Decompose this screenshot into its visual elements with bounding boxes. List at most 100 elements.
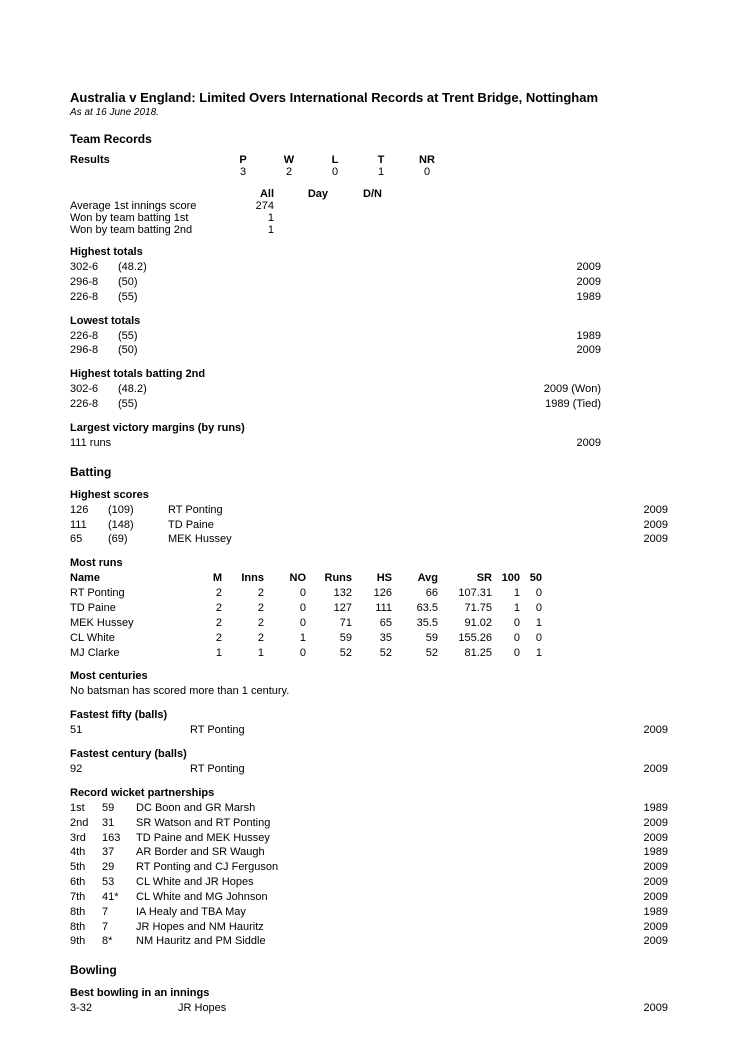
best-bowling-row: 3-32JR Hopes2009 xyxy=(70,1001,676,1016)
val-w: 2 xyxy=(266,166,312,178)
pw-wkt: 7th xyxy=(70,890,102,905)
victory-row: 111 runs2009 xyxy=(70,436,676,451)
mr-50: 0 xyxy=(520,601,542,616)
pw-runs: 31 xyxy=(102,816,136,831)
col-100: 100 xyxy=(492,571,520,586)
col-p: P xyxy=(220,154,266,166)
pw-names: CL White and MG Johnson xyxy=(136,890,618,905)
mr-avg: 66 xyxy=(392,586,438,601)
pw-runs: 163 xyxy=(102,831,136,846)
mr-no: 0 xyxy=(264,601,306,616)
mr-100: 0 xyxy=(492,631,520,646)
bb-fig: 3-32 xyxy=(70,1001,178,1016)
section-team-records: Team Records xyxy=(70,132,676,146)
pw-year: 2009 xyxy=(618,934,676,949)
pw-wkt: 4th xyxy=(70,845,102,860)
hs-runs: 111 xyxy=(70,518,108,533)
innings-label: Won by team batting 1st xyxy=(70,212,220,224)
mr-sr: 155.26 xyxy=(438,631,492,646)
totals-year: 2009 (Won) xyxy=(544,382,676,397)
pw-wkt: 2nd xyxy=(70,816,102,831)
pw-runs: 7 xyxy=(102,905,136,920)
partnership-row: 6th53CL White and JR Hopes2009 xyxy=(70,875,676,890)
fastest-balls: 92 xyxy=(70,762,190,777)
mr-no: 0 xyxy=(264,616,306,631)
pw-year: 2009 xyxy=(618,875,676,890)
partnership-row: 8th7IA Healy and TBA May1989 xyxy=(70,905,676,920)
val-nr: 0 xyxy=(404,166,450,178)
col-l: L xyxy=(312,154,358,166)
most-runs-row: CL White221593559155.2600 xyxy=(70,631,676,646)
col-runs: Runs xyxy=(306,571,352,586)
totals-score: 296-8 xyxy=(70,275,118,290)
partnership-row: 9th8*NM Hauritz and PM Siddle2009 xyxy=(70,934,676,949)
heading-lowest-totals: Lowest totals xyxy=(70,315,676,327)
pw-names: SR Watson and RT Ponting xyxy=(136,816,618,831)
col-day: Day xyxy=(274,188,328,200)
mr-sr: 81.25 xyxy=(438,646,492,661)
totals-overs: (55) xyxy=(118,397,168,412)
hs-name: RT Ponting xyxy=(168,503,368,518)
col-m: M xyxy=(190,571,222,586)
mr-name: MJ Clarke xyxy=(70,646,190,661)
pw-names: CL White and JR Hopes xyxy=(136,875,618,890)
hs-name: MEK Hussey xyxy=(168,532,368,547)
innings-day xyxy=(274,212,328,224)
section-batting: Batting xyxy=(70,465,676,479)
col-sr: SR xyxy=(438,571,492,586)
col-name: Name xyxy=(70,571,190,586)
mr-no: 1 xyxy=(264,631,306,646)
section-bowling: Bowling xyxy=(70,963,676,977)
heading-fastest-century: Fastest century (balls) xyxy=(70,748,676,760)
heading-best-bowling: Best bowling in an innings xyxy=(70,987,676,999)
innings-header: All Day D/N xyxy=(70,188,676,200)
hs-year: 2009 xyxy=(644,518,676,533)
totals-row: 226-8(55)1989 (Tied) xyxy=(70,397,676,412)
mr-100: 1 xyxy=(492,601,520,616)
most-runs-row: TD Paine22012711163.571.7510 xyxy=(70,601,676,616)
totals-year: 2009 xyxy=(577,343,676,358)
totals-year: 1989 xyxy=(577,329,676,344)
fastest-year: 2009 xyxy=(618,723,676,738)
innings-all: 274 xyxy=(220,200,274,212)
mr-100: 1 xyxy=(492,586,520,601)
hs-balls: (69) xyxy=(108,532,168,547)
mr-runs: 132 xyxy=(306,586,352,601)
pw-runs: 59 xyxy=(102,801,136,816)
mr-no: 0 xyxy=(264,586,306,601)
mr-100: 0 xyxy=(492,616,520,631)
innings-all: 1 xyxy=(220,212,274,224)
mr-m: 2 xyxy=(190,631,222,646)
pw-names: JR Hopes and NM Hauritz xyxy=(136,920,618,935)
hs-runs: 65 xyxy=(70,532,108,547)
pw-year: 1989 xyxy=(618,845,676,860)
pw-names: IA Healy and TBA May xyxy=(136,905,618,920)
victory-year: 2009 xyxy=(577,436,676,451)
pw-year: 2009 xyxy=(618,890,676,905)
high-score-row: 126(109)RT Ponting2009 xyxy=(70,503,676,518)
results-heading: Results xyxy=(70,154,220,166)
innings-row: Won by team batting 1st1 xyxy=(70,212,676,224)
innings-row: Won by team batting 2nd1 xyxy=(70,224,676,236)
mr-avg: 63.5 xyxy=(392,601,438,616)
mr-inns: 2 xyxy=(222,616,264,631)
totals-overs: (48.2) xyxy=(118,260,168,275)
totals-row: 302-6(48.2)2009 (Won) xyxy=(70,382,676,397)
col-hs: HS xyxy=(352,571,392,586)
col-t: T xyxy=(358,154,404,166)
totals-overs: (55) xyxy=(118,290,168,305)
totals-year: 2009 xyxy=(577,260,676,275)
totals-overs: (55) xyxy=(118,329,168,344)
col-nr: NR xyxy=(404,154,450,166)
totals-score: 302-6 xyxy=(70,260,118,275)
totals-row: 302-6(48.2) 2009 xyxy=(70,260,676,275)
val-p: 3 xyxy=(220,166,266,178)
fastest-year: 2009 xyxy=(618,762,676,777)
mr-hs: 65 xyxy=(352,616,392,631)
mr-50: 0 xyxy=(520,631,542,646)
totals-score: 226-8 xyxy=(70,329,118,344)
high-score-row: 111(148)TD Paine2009 xyxy=(70,518,676,533)
hs-balls: (109) xyxy=(108,503,168,518)
heading-highest-totals: Highest totals xyxy=(70,246,676,258)
pw-wkt: 9th xyxy=(70,934,102,949)
